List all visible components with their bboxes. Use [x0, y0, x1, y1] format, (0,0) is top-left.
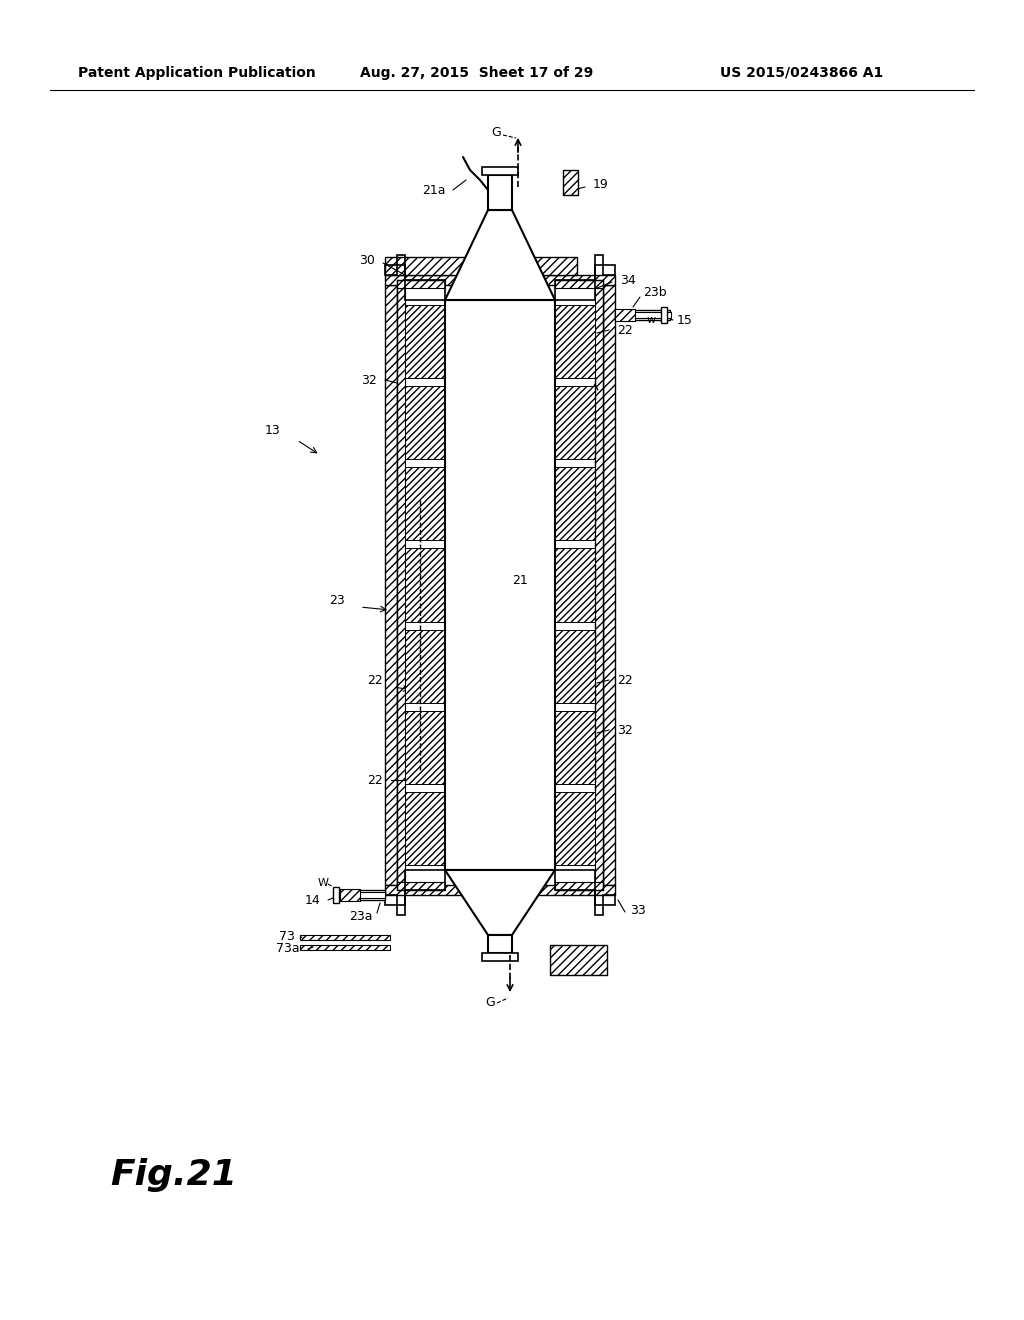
Text: w: w [647, 315, 656, 325]
Text: Aug. 27, 2015  Sheet 17 of 29: Aug. 27, 2015 Sheet 17 of 29 [360, 66, 593, 81]
Text: 32: 32 [361, 374, 377, 387]
Bar [300, 945, 390, 950]
Bar [555, 280, 603, 288]
Bar [406, 792, 445, 865]
Text: 21a: 21a [423, 183, 446, 197]
Text: US 2015/0243866 A1: US 2015/0243866 A1 [720, 66, 884, 81]
Bar [595, 288, 603, 882]
Text: 23: 23 [330, 594, 345, 606]
Bar [550, 945, 607, 975]
Text: 15: 15 [677, 314, 693, 326]
Text: Patent Application Publication: Patent Application Publication [78, 66, 315, 81]
Text: G: G [485, 997, 495, 1010]
Bar [662, 308, 667, 323]
Bar [385, 884, 615, 895]
Bar [397, 288, 406, 882]
Bar [555, 548, 595, 622]
Text: 32: 32 [617, 723, 633, 737]
Bar [397, 882, 445, 890]
Text: W: W [317, 878, 329, 888]
Text: 30: 30 [359, 253, 375, 267]
Text: 22: 22 [368, 774, 383, 787]
Bar [406, 305, 445, 378]
Bar [555, 387, 595, 459]
Bar [385, 285, 397, 884]
Bar [482, 168, 518, 176]
Text: 13: 13 [264, 424, 280, 437]
Text: 22: 22 [617, 673, 633, 686]
Bar [563, 170, 578, 195]
Bar [615, 309, 635, 321]
Bar [406, 710, 445, 784]
Bar [397, 280, 445, 288]
Bar [555, 305, 595, 378]
Text: 22: 22 [368, 673, 383, 686]
Text: 73a: 73a [276, 942, 300, 956]
Text: 23b: 23b [643, 286, 667, 300]
Text: 34: 34 [620, 273, 636, 286]
Text: 33: 33 [630, 903, 646, 916]
Bar [406, 548, 445, 622]
Text: 14: 14 [304, 894, 319, 907]
Polygon shape [445, 210, 555, 300]
Text: Fig.21: Fig.21 [110, 1158, 237, 1192]
Bar [555, 630, 595, 702]
Text: G: G [492, 127, 501, 140]
Text: 22: 22 [617, 323, 633, 337]
Text: 19: 19 [593, 178, 608, 191]
Text: 21: 21 [512, 573, 528, 586]
Bar [337, 890, 385, 900]
Bar [385, 275, 615, 285]
Bar [555, 710, 595, 784]
Text: 73: 73 [280, 931, 295, 944]
Bar [615, 310, 670, 319]
Bar [555, 882, 603, 890]
Bar [385, 257, 577, 275]
Bar [555, 792, 595, 865]
Bar [603, 285, 615, 884]
Polygon shape [445, 870, 555, 935]
Text: 23a: 23a [349, 911, 373, 924]
Bar [488, 935, 512, 953]
Bar [445, 300, 555, 870]
Bar [618, 312, 671, 318]
Bar [406, 387, 445, 459]
Bar [300, 935, 390, 940]
Bar [333, 887, 339, 903]
Bar [482, 953, 518, 961]
Bar [406, 630, 445, 702]
Bar [345, 892, 385, 898]
Bar [488, 176, 512, 210]
Bar [555, 467, 595, 540]
Bar [340, 888, 360, 902]
Bar [406, 467, 445, 540]
